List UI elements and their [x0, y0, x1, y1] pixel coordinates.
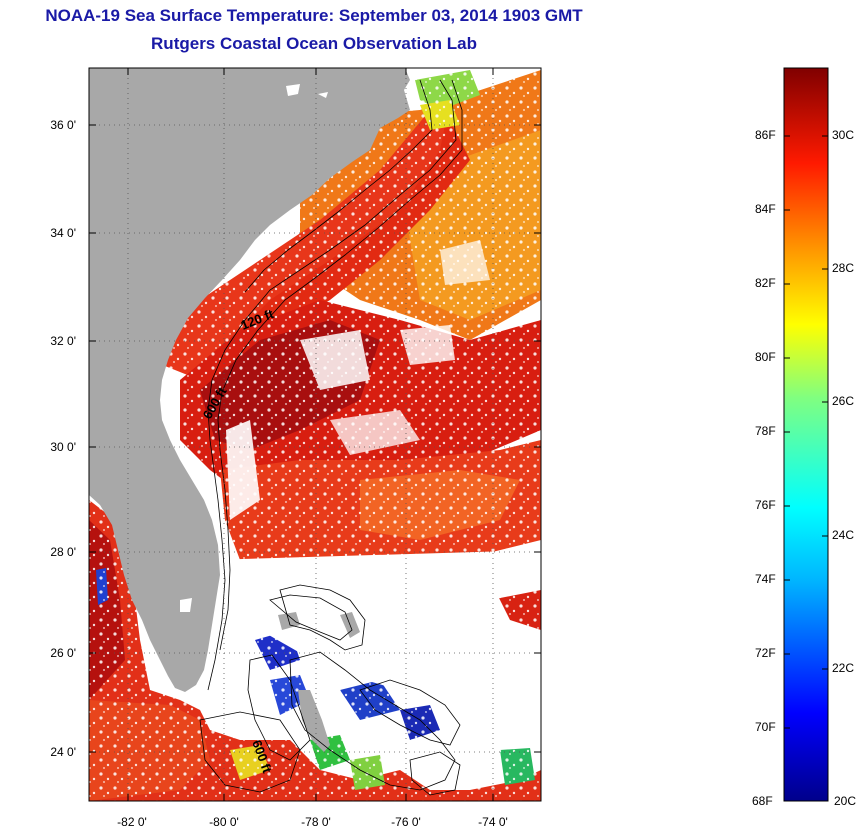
colorbar-f-label: 80F — [755, 350, 776, 364]
axis-ticks — [89, 68, 541, 801]
colorbar-c-label: 22C — [832, 661, 855, 675]
lat-label: 30 0' — [50, 440, 76, 454]
colorbar-c-label: 26C — [832, 394, 855, 408]
colorbar — [783, 67, 829, 802]
colorbar-f-label: 72F — [755, 646, 776, 660]
lat-label: 26 0' — [50, 646, 76, 660]
lat-label: 34 0' — [50, 226, 76, 240]
lat-label: 24 0' — [50, 745, 76, 759]
colorbar-ticks — [784, 135, 828, 729]
map-title: NOAA-19 Sea Surface Temperature: Septemb… — [45, 6, 583, 25]
lon-label: -76 0' — [391, 815, 421, 829]
colorbar-f-label: 76F — [755, 498, 776, 512]
lat-label: 32 0' — [50, 334, 76, 348]
colorbar-f-label: 86F — [755, 128, 776, 142]
colorbar-f-label: 74F — [755, 572, 776, 586]
lon-label: -82 0' — [117, 815, 147, 829]
bathymetry-contours — [199, 79, 463, 796]
map-subtitle: Rutgers Coastal Ocean Observation Lab — [151, 34, 477, 53]
map-frame — [88, 67, 542, 802]
map-grid — [89, 68, 541, 801]
sst-field — [89, 68, 541, 801]
colorbar-c-label: 30C — [832, 128, 855, 142]
lon-label: -74 0' — [478, 815, 508, 829]
lon-label: -80 0' — [209, 815, 239, 829]
lat-label: 28 0' — [50, 545, 76, 559]
colorbar-f-label: 84F — [755, 202, 776, 216]
colorbar-c-label: 24C — [832, 528, 855, 542]
colorbar-c-label: 20C — [834, 794, 857, 808]
colorbar-f-label: 78F — [755, 424, 776, 438]
land-mass — [89, 68, 410, 692]
colorbar-f-label: 68F — [752, 794, 773, 808]
lat-label: 36 0' — [50, 118, 76, 132]
lon-label: -78 0' — [301, 815, 331, 829]
colorbar-f-label: 70F — [755, 720, 776, 734]
colorbar-c-label: 28C — [832, 261, 855, 275]
colorbar-f-label: 82F — [755, 276, 776, 290]
